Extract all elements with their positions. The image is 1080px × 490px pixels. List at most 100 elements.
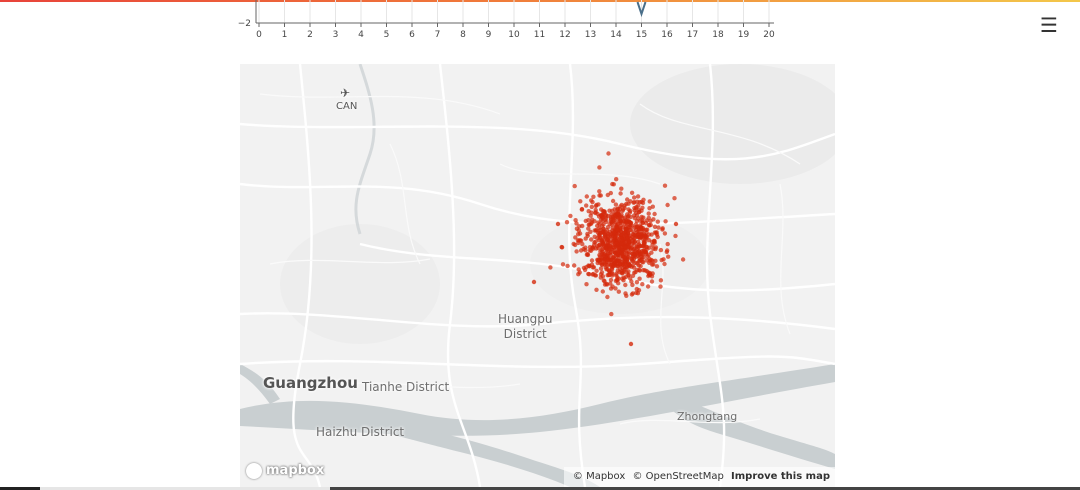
data-point xyxy=(619,186,624,191)
data-point xyxy=(632,200,637,205)
attribution-osm-link[interactable]: © OpenStreetMap xyxy=(632,471,724,482)
data-point xyxy=(604,267,609,272)
data-point xyxy=(604,257,610,263)
data-point xyxy=(640,260,646,265)
data-point xyxy=(589,198,594,203)
data-point xyxy=(654,230,659,235)
data-point xyxy=(632,208,637,213)
data-point xyxy=(626,272,631,278)
data-point xyxy=(665,248,670,253)
data-point xyxy=(653,245,659,250)
x-tick-label: 3 xyxy=(333,30,339,40)
data-point xyxy=(640,250,645,255)
data-point xyxy=(621,230,627,235)
menu-icon[interactable]: ☰ xyxy=(1040,13,1058,37)
data-point xyxy=(591,194,596,199)
data-point xyxy=(612,218,617,223)
map-label-tianhe: Tianhe District xyxy=(362,380,450,394)
airport-icon: ✈ xyxy=(340,86,351,100)
data-point xyxy=(609,222,614,227)
data-point xyxy=(623,245,628,250)
data-point xyxy=(662,183,668,188)
data-point xyxy=(608,190,613,196)
data-point xyxy=(608,235,613,240)
data-point xyxy=(597,189,602,194)
data-point xyxy=(574,249,579,254)
data-point xyxy=(627,238,632,244)
data-point xyxy=(612,257,617,262)
x-tick-label: 2 xyxy=(307,30,313,40)
data-point xyxy=(589,221,594,226)
data-point xyxy=(645,284,651,289)
data-point xyxy=(584,282,589,287)
data-point xyxy=(637,276,642,281)
data-point xyxy=(637,258,642,263)
data-point xyxy=(630,242,635,247)
mapbox-logo[interactable]: mapbox xyxy=(246,462,324,480)
improve-map-link[interactable]: Improve this map xyxy=(731,471,830,482)
mapbox-logo-text: mapbox xyxy=(266,463,325,478)
x-tick-label: 8 xyxy=(460,30,466,40)
data-point xyxy=(607,208,612,213)
data-point xyxy=(613,278,619,284)
data-point xyxy=(600,289,605,294)
data-point xyxy=(610,225,615,230)
data-point xyxy=(610,198,616,204)
data-point xyxy=(637,209,642,214)
data-point xyxy=(623,282,628,288)
data-point xyxy=(602,210,607,215)
data-point xyxy=(646,270,651,275)
data-point xyxy=(630,282,635,288)
data-point xyxy=(589,237,594,242)
data-point xyxy=(555,221,561,227)
data-point xyxy=(652,211,657,217)
x-tick-label: 16 xyxy=(661,30,673,40)
data-point xyxy=(589,204,594,210)
map-panel[interactable]: ✈ CAN Huangpu District Guangzhou Tianhe … xyxy=(240,64,835,487)
data-point xyxy=(598,193,603,198)
data-point xyxy=(632,236,637,241)
data-point xyxy=(644,258,649,263)
bottom-scrollbar[interactable] xyxy=(0,487,1080,490)
data-point xyxy=(604,213,609,219)
data-point xyxy=(573,218,578,223)
data-point xyxy=(622,240,628,245)
data-point xyxy=(600,274,606,279)
data-point xyxy=(580,223,585,229)
data-point xyxy=(621,219,626,224)
map-attribution: © Mapbox © OpenStreetMap Improve this ma… xyxy=(563,467,835,487)
data-point xyxy=(635,194,641,199)
data-point xyxy=(620,265,625,270)
data-point xyxy=(624,293,629,298)
data-point xyxy=(608,258,613,263)
data-point xyxy=(586,263,591,268)
data-point xyxy=(626,201,631,206)
data-point xyxy=(594,287,599,292)
data-point xyxy=(613,202,619,207)
attribution-mapbox-link[interactable]: © Mapbox xyxy=(572,471,626,482)
data-point xyxy=(568,213,573,219)
data-point xyxy=(632,270,637,275)
data-point xyxy=(609,311,614,317)
data-point xyxy=(673,221,679,227)
data-point xyxy=(584,203,589,208)
data-point xyxy=(652,224,658,229)
data-point xyxy=(629,190,635,195)
x-tick-label: 0 xyxy=(256,30,262,40)
data-point xyxy=(619,269,624,274)
data-point xyxy=(660,226,665,231)
x-tick-label: 17 xyxy=(687,30,698,40)
data-point xyxy=(663,219,668,224)
data-point xyxy=(634,286,639,292)
data-point xyxy=(605,251,611,256)
data-point xyxy=(673,233,678,239)
data-point xyxy=(611,237,616,243)
map-label-huangpu-line1: Huangpu xyxy=(498,312,553,326)
data-point xyxy=(640,227,646,232)
data-point xyxy=(623,248,629,254)
data-point xyxy=(584,194,589,199)
data-point xyxy=(618,204,623,209)
x-tick-label: 11 xyxy=(534,30,545,40)
timeline-chart[interactable]: 0 1 2 3 4 5 6 7 8 9 10 11 12 13 14 15 16 17 18 19 20 −2 xyxy=(0,0,1080,48)
data-point xyxy=(588,248,594,253)
